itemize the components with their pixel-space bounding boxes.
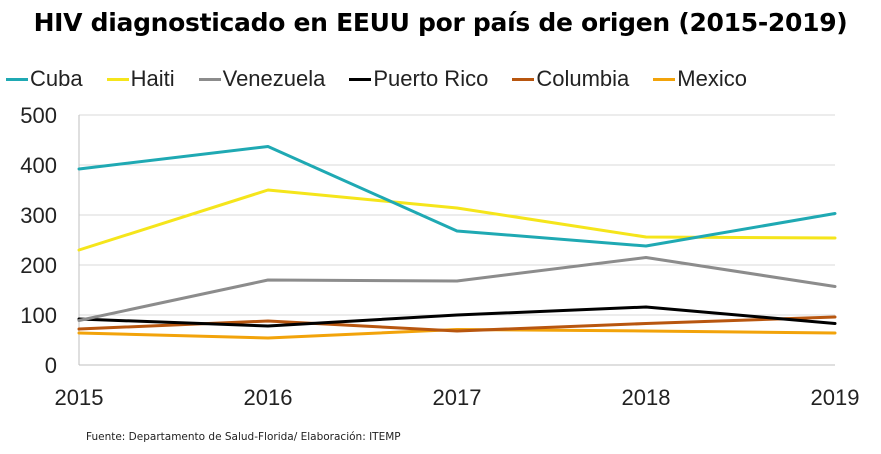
- legend-item-mexico: Mexico: [653, 66, 747, 92]
- y-tick-label: 200: [20, 253, 57, 278]
- legend-label: Puerto Rico: [373, 66, 489, 91]
- legend-swatch: [6, 77, 28, 81]
- x-tick-label: 2016: [244, 385, 293, 410]
- legend-label: Cuba: [30, 66, 83, 91]
- y-tick-labels: 0 100 200 300 400 500: [20, 103, 57, 378]
- legend-item-columbia: Columbia: [512, 66, 629, 92]
- legend-swatch: [349, 77, 372, 81]
- source-note: Fuente: Departamento de Salud-Florida/ E…: [86, 431, 401, 443]
- series-lines: [77, 145, 837, 340]
- legend-swatch: [653, 77, 676, 81]
- x-tick-label: 2019: [811, 385, 860, 410]
- x-tick-label: 2017: [433, 385, 482, 410]
- series-line-cuba: [77, 145, 837, 248]
- x-tick-label: 2018: [622, 385, 671, 410]
- y-tick-label: 500: [20, 103, 57, 128]
- legend-item-venezuela: Venezuela: [198, 66, 326, 92]
- x-tick-labels: 2015 2016 2017 2018 2019: [55, 385, 860, 410]
- y-tick-label: 100: [20, 303, 57, 328]
- legend-swatch: [198, 77, 221, 81]
- legend: Cuba Haiti Venezuela Puerto Rico Columbia Mex…: [6, 66, 771, 92]
- legend-item-cuba: Cuba: [6, 66, 83, 92]
- series-line-venezuela: [77, 256, 837, 322]
- legend-label: Venezuela: [222, 66, 326, 91]
- x-tick-label: 2015: [55, 385, 104, 410]
- y-tick-label: 400: [20, 153, 57, 178]
- legend-swatch: [106, 77, 129, 81]
- y-tick-label: 0: [45, 353, 57, 378]
- legend-label: Mexico: [677, 66, 747, 91]
- axes: [78, 115, 835, 366]
- gridlines: [79, 114, 835, 316]
- y-tick-label: 300: [20, 203, 57, 228]
- legend-item-puerto-rico: Puerto Rico: [349, 66, 488, 92]
- legend-item-haiti: Haiti: [106, 66, 175, 92]
- chart-title: HIV diagnosticado en EEUU por país de or…: [33, 8, 848, 37]
- series-line-haiti: [77, 188, 837, 252]
- legend-label: Columbia: [536, 66, 630, 91]
- legend-label: Haiti: [130, 66, 175, 91]
- series-line-puerto-rico: [77, 305, 837, 328]
- line-chart: 0 100 200 300 400 500 2015 2016 2017 2018 2019: [20, 103, 860, 410]
- legend-swatch: [512, 77, 535, 81]
